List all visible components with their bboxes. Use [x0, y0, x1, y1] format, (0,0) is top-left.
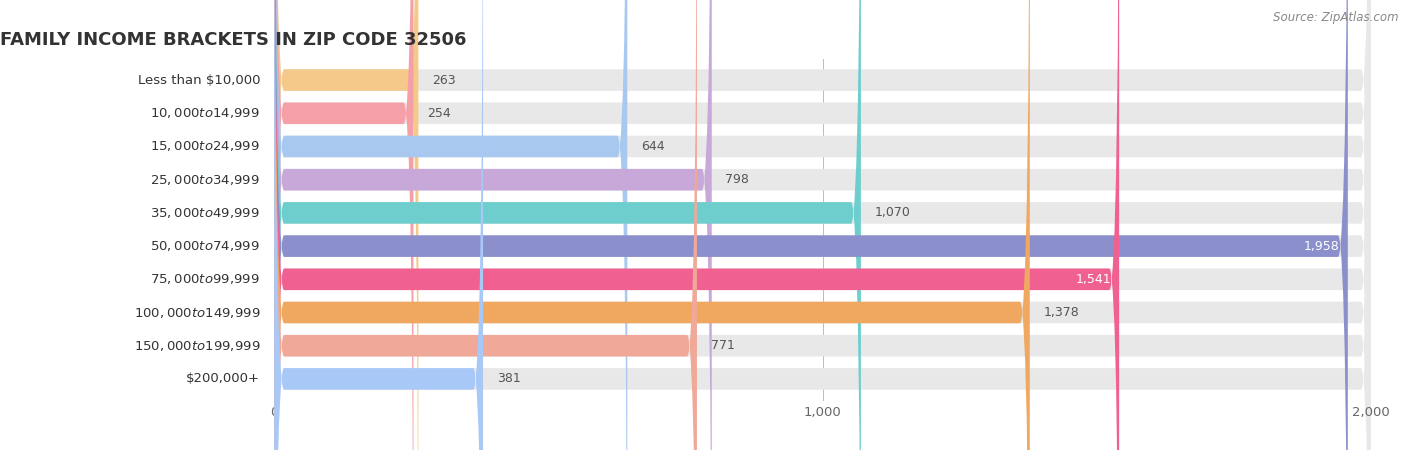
FancyBboxPatch shape — [274, 0, 1371, 450]
FancyBboxPatch shape — [274, 0, 1348, 450]
FancyBboxPatch shape — [274, 0, 1371, 450]
FancyBboxPatch shape — [274, 0, 697, 450]
Text: 1,958: 1,958 — [1303, 239, 1340, 252]
FancyBboxPatch shape — [274, 0, 1029, 450]
FancyBboxPatch shape — [274, 0, 627, 450]
Text: $35,000 to $49,999: $35,000 to $49,999 — [150, 206, 260, 220]
FancyBboxPatch shape — [274, 0, 1371, 450]
Text: $50,000 to $74,999: $50,000 to $74,999 — [150, 239, 260, 253]
Text: Less than $10,000: Less than $10,000 — [138, 74, 260, 86]
FancyBboxPatch shape — [274, 0, 860, 450]
Text: 798: 798 — [725, 173, 749, 186]
Text: $25,000 to $34,999: $25,000 to $34,999 — [150, 173, 260, 187]
Text: 771: 771 — [710, 339, 734, 352]
FancyBboxPatch shape — [274, 0, 1371, 450]
Text: $15,000 to $24,999: $15,000 to $24,999 — [150, 140, 260, 153]
Text: $100,000 to $149,999: $100,000 to $149,999 — [134, 306, 260, 320]
FancyBboxPatch shape — [274, 0, 1119, 450]
FancyBboxPatch shape — [274, 0, 484, 450]
FancyBboxPatch shape — [274, 0, 1371, 450]
Text: FAMILY INCOME BRACKETS IN ZIP CODE 32506: FAMILY INCOME BRACKETS IN ZIP CODE 32506 — [0, 31, 467, 49]
Text: $10,000 to $14,999: $10,000 to $14,999 — [150, 106, 260, 120]
Text: Source: ZipAtlas.com: Source: ZipAtlas.com — [1274, 11, 1399, 24]
FancyBboxPatch shape — [274, 0, 1371, 450]
Text: 644: 644 — [641, 140, 665, 153]
Text: $150,000 to $199,999: $150,000 to $199,999 — [134, 339, 260, 353]
Text: 1,070: 1,070 — [875, 207, 911, 220]
FancyBboxPatch shape — [274, 0, 1371, 450]
Text: 1,541: 1,541 — [1076, 273, 1111, 286]
FancyBboxPatch shape — [274, 0, 1371, 450]
FancyBboxPatch shape — [274, 0, 419, 450]
Text: 263: 263 — [432, 74, 456, 86]
Text: 1,378: 1,378 — [1043, 306, 1080, 319]
FancyBboxPatch shape — [274, 0, 1371, 450]
Text: 381: 381 — [496, 373, 520, 385]
FancyBboxPatch shape — [274, 0, 1371, 450]
FancyBboxPatch shape — [274, 0, 711, 450]
Text: $75,000 to $99,999: $75,000 to $99,999 — [150, 272, 260, 286]
Text: $200,000+: $200,000+ — [186, 373, 260, 385]
FancyBboxPatch shape — [274, 0, 413, 450]
Text: 254: 254 — [427, 107, 451, 120]
